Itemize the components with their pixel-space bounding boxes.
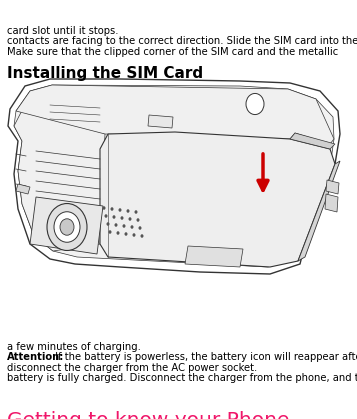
Circle shape	[109, 230, 111, 234]
Polygon shape	[16, 184, 30, 194]
Circle shape	[131, 225, 134, 229]
Circle shape	[129, 217, 131, 221]
Polygon shape	[290, 133, 335, 149]
Circle shape	[54, 212, 80, 242]
Circle shape	[47, 204, 87, 251]
Text: Getting to know your Phone: Getting to know your Phone	[7, 411, 290, 419]
Circle shape	[60, 219, 74, 235]
Text: Attention:: Attention:	[7, 352, 64, 362]
Circle shape	[132, 233, 136, 237]
Circle shape	[119, 208, 121, 212]
Circle shape	[246, 93, 264, 114]
Polygon shape	[8, 79, 340, 274]
Polygon shape	[16, 85, 334, 144]
Polygon shape	[148, 115, 173, 128]
Circle shape	[102, 206, 106, 210]
Circle shape	[135, 210, 137, 214]
Circle shape	[139, 226, 141, 230]
Polygon shape	[14, 91, 105, 251]
Text: contacts are facing to the correct direction. Slide the SIM card into the: contacts are facing to the correct direc…	[7, 36, 357, 47]
Circle shape	[116, 231, 120, 235]
Text: battery is fully charged. Disconnect the charger from the phone, and then: battery is fully charged. Disconnect the…	[7, 373, 357, 383]
Text: disconnect the charger from the AC power socket.: disconnect the charger from the AC power…	[7, 362, 257, 372]
Text: a few minutes of charging.: a few minutes of charging.	[7, 341, 141, 352]
Circle shape	[112, 215, 116, 219]
Polygon shape	[185, 246, 243, 267]
Text: card slot until it stops.: card slot until it stops.	[7, 26, 119, 36]
Polygon shape	[325, 194, 338, 212]
Polygon shape	[14, 85, 334, 267]
Text: Installing the SIM Card: Installing the SIM Card	[7, 66, 203, 81]
Circle shape	[115, 223, 117, 227]
Circle shape	[121, 216, 124, 220]
Circle shape	[106, 222, 110, 226]
Circle shape	[136, 218, 140, 222]
Circle shape	[122, 224, 126, 228]
Circle shape	[125, 232, 127, 236]
Polygon shape	[30, 197, 103, 254]
Text: Make sure that the clipped corner of the SIM card and the metallic: Make sure that the clipped corner of the…	[7, 47, 338, 57]
Polygon shape	[100, 132, 335, 267]
Circle shape	[111, 207, 114, 211]
Text: If the battery is powerless, the battery icon will reappear after: If the battery is powerless, the battery…	[52, 352, 357, 362]
Circle shape	[141, 234, 144, 238]
Polygon shape	[326, 180, 339, 194]
Circle shape	[126, 209, 130, 213]
Circle shape	[105, 214, 107, 218]
Polygon shape	[298, 161, 340, 261]
